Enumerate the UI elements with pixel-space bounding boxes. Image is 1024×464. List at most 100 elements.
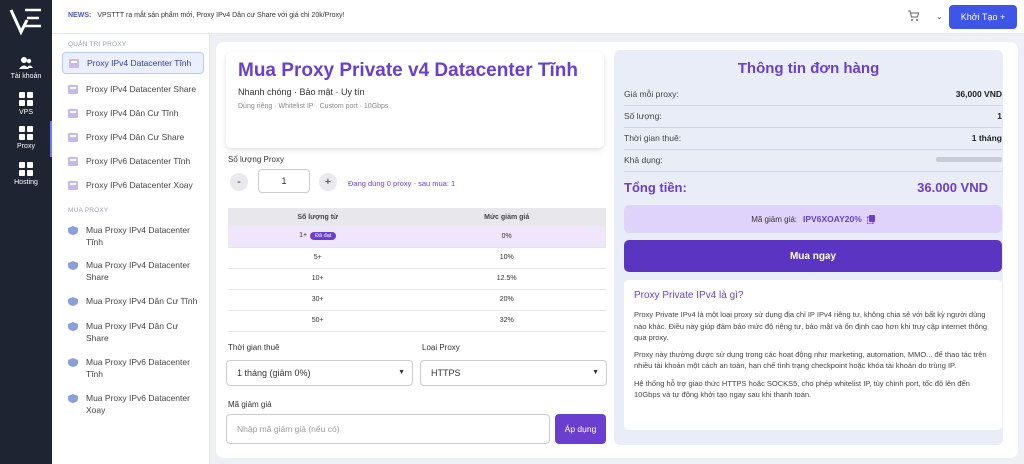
- rental-select[interactable]: 1 tháng (giảm 0%) ▼: [226, 360, 413, 386]
- submenu-label: Proxy IPv4 Dân Cư Share: [86, 132, 185, 142]
- buy-item-label: Mua Proxy IPv4 Dân Cư Tĩnh: [86, 296, 198, 306]
- grid-icon: [19, 92, 33, 106]
- grid-icon: [19, 162, 33, 176]
- submenu-label: Proxy IPv4 Dân Cư Tĩnh: [86, 108, 179, 118]
- buy-item-ipv6-dc-static[interactable]: Mua Proxy IPv6 Datacenter Tĩnh: [62, 356, 204, 380]
- shield-icon: [68, 226, 78, 235]
- proxy-icon: [68, 156, 78, 166]
- shield-icon: [68, 261, 78, 270]
- buy-item-ipv4-dc-static[interactable]: Mua Proxy IPv4 Datacenter Tĩnh: [62, 224, 204, 248]
- coupon-box-label: Mã giảm giá:: [751, 214, 798, 224]
- nav-rail: Tài khoản VPS Proxy Hosting: [0, 0, 52, 464]
- coupon-input[interactable]: Nhập mã giảm giá (nếu có): [226, 414, 550, 444]
- proxy-icon: [68, 84, 78, 94]
- order-row-availability: Khả dụng:: [624, 150, 1002, 172]
- table-row: 50+ 32%: [228, 310, 606, 332]
- submenu-item-ipv4-res-static[interactable]: Proxy IPv4 Dân Cư Tĩnh: [62, 102, 204, 124]
- proxy-submenu: QUẢN TRỊ PROXY Proxy IPv4 Datacenter Tĩn…: [52, 34, 210, 464]
- news-ticker[interactable]: NEWS: VPSTTT ra mắt sản phẩm mới, Proxy I…: [68, 12, 345, 19]
- product-header-card: Mua Proxy Private v4 Datacenter Tĩnh Nha…: [226, 52, 604, 148]
- top-bar: NEWS: VPSTTT ra mắt sản phẩm mới, Proxy I…: [52, 0, 1024, 34]
- submenu-item-ipv6-dc-static[interactable]: Proxy IPv6 Datacenter Tĩnh: [62, 150, 204, 172]
- buy-item-ipv4-res-static[interactable]: Mua Proxy IPv4 Dân Cư Tĩnh: [62, 295, 204, 307]
- chevron-down-icon[interactable]: ⌄: [936, 12, 943, 21]
- submenu-label: Proxy IPv6 Datacenter Xoay: [86, 180, 193, 190]
- table-row: 1+ Đã đạt 0%: [228, 226, 606, 248]
- submenu-item-ipv4-dc-share[interactable]: Proxy IPv4 Datacenter Share: [62, 78, 204, 100]
- table-cell: 10+: [228, 268, 408, 290]
- apply-coupon-button[interactable]: Áp dụng: [555, 414, 606, 444]
- table-cell: 32%: [407, 310, 606, 332]
- create-button[interactable]: Khởi Tạo +: [949, 5, 1017, 29]
- table-cell: 1+ Đã đạt: [228, 226, 408, 248]
- section-title-buy: MUA PROXY: [68, 207, 109, 214]
- submenu-item-ipv6-dc-rotate[interactable]: Proxy IPv6 Datacenter Xoay: [62, 174, 204, 196]
- buy-item-label: Mua Proxy IPv4 Datacenter Share: [86, 260, 190, 282]
- rail-item-vps[interactable]: VPS: [0, 92, 52, 116]
- buy-item-label: Mua Proxy IPv4 Datacenter Tĩnh: [86, 225, 190, 247]
- info-paragraph: Hệ thống hỗ trợ giao thức HTTPS hoặc SOC…: [634, 378, 970, 400]
- proxy-icon: [68, 180, 78, 190]
- order-row-duration: Thời gian thuê: 1 tháng: [624, 128, 1002, 150]
- brand-logo[interactable]: [7, 6, 45, 36]
- info-paragraph: Proxy Private IPv4 là một loại proxy sử …: [634, 310, 988, 342]
- rail-item-account[interactable]: Tài khoản: [0, 56, 52, 80]
- rail-label-hosting: Hosting: [14, 179, 38, 186]
- order-row-quantity: Số lượng: 1: [624, 106, 1002, 128]
- coupon-label: Mã giảm giá: [228, 400, 272, 409]
- table-cell: 5+: [228, 247, 408, 269]
- table-cell: 20%: [407, 289, 606, 311]
- proxy-type-select[interactable]: HTTPS ▼: [420, 360, 607, 386]
- reached-badge: Đã đạt: [310, 232, 337, 241]
- product-title: Mua Proxy Private v4 Datacenter Tĩnh: [238, 60, 579, 81]
- buy-item-label: Mua Proxy IPv4 Dân Cư Share: [86, 321, 179, 343]
- shield-icon: [68, 394, 78, 403]
- proxy-type-label: Loại Proxy: [422, 343, 460, 352]
- proxy-icon: [68, 132, 78, 142]
- rail-item-proxy[interactable]: Proxy: [0, 126, 52, 150]
- rail-label-proxy: Proxy: [17, 143, 35, 150]
- chevron-down-icon: ▼: [592, 369, 599, 376]
- shield-icon: [68, 322, 78, 331]
- quantity-decrease-button[interactable]: -: [230, 173, 248, 191]
- order-title: Thông tin đơn hàng: [737, 60, 880, 77]
- buy-now-button[interactable]: Mua ngay: [624, 240, 1002, 272]
- coupon-code: IPV6XOAY20%: [803, 214, 862, 224]
- product-subtitle: Nhanh chóng · Bảo mật · Uy tín: [238, 87, 365, 97]
- table-cell: 30+: [228, 289, 408, 311]
- product-features: Dùng riêng · Whitelist IP · Custom port …: [238, 103, 389, 110]
- applied-coupon-box: Mã giảm giá: IPV6XOAY20%: [624, 205, 1002, 233]
- news-label: NEWS:: [68, 12, 92, 19]
- quantity-input[interactable]: 1: [258, 169, 310, 193]
- copy-icon[interactable]: [866, 214, 875, 224]
- proxy-icon: [68, 108, 78, 118]
- quantity-label: Số lượng Proxy: [228, 155, 284, 164]
- rail-item-hosting[interactable]: Hosting: [0, 162, 52, 186]
- quantity-increase-button[interactable]: +: [319, 173, 337, 191]
- chevron-down-icon: ▼: [398, 369, 405, 376]
- buy-item-ipv6-dc-rotate[interactable]: Mua Proxy IPv6 Datacenter Xoay: [62, 392, 204, 416]
- table-header-row: Số lượng từ Mức giảm giá: [228, 208, 606, 226]
- buy-item-ipv4-res-share[interactable]: Mua Proxy IPv4 Dân Cư Share: [62, 320, 204, 344]
- info-title: Proxy Private IPv4 là gì?: [634, 290, 744, 301]
- main-panel: Mua Proxy Private v4 Datacenter Tĩnh Nha…: [216, 42, 1018, 458]
- user-icon: [19, 57, 33, 69]
- rental-label: Thời gian thuê: [228, 343, 280, 352]
- table-header: Mức giảm giá: [407, 208, 606, 226]
- table-cell: 10%: [407, 247, 606, 269]
- buy-item-label: Mua Proxy IPv6 Datacenter Xoay: [86, 393, 190, 415]
- table-cell: 50+: [228, 310, 408, 332]
- order-summary: Thông tin đơn hàng Giá mỗi proxy: 36,000 …: [614, 50, 1003, 445]
- table-row: 5+ 10%: [228, 247, 606, 269]
- section-title-manage: QUẢN TRỊ PROXY: [68, 41, 127, 48]
- grid-icon: [19, 126, 33, 140]
- redacted-value: [936, 157, 1002, 162]
- proxy-icon: [69, 58, 79, 68]
- submenu-item-ipv4-res-share[interactable]: Proxy IPv4 Dân Cư Share: [62, 126, 204, 148]
- submenu-label: Proxy IPv4 Datacenter Tĩnh: [87, 58, 192, 68]
- cart-icon[interactable]: [907, 10, 919, 22]
- submenu-label: Proxy IPv6 Datacenter Tĩnh: [86, 156, 191, 166]
- product-info-box: Proxy Private IPv4 là gì? Proxy Private …: [624, 280, 1002, 430]
- buy-item-ipv4-dc-share[interactable]: Mua Proxy IPv4 Datacenter Share: [62, 259, 204, 283]
- submenu-item-ipv4-dc-static[interactable]: Proxy IPv4 Datacenter Tĩnh: [62, 52, 204, 74]
